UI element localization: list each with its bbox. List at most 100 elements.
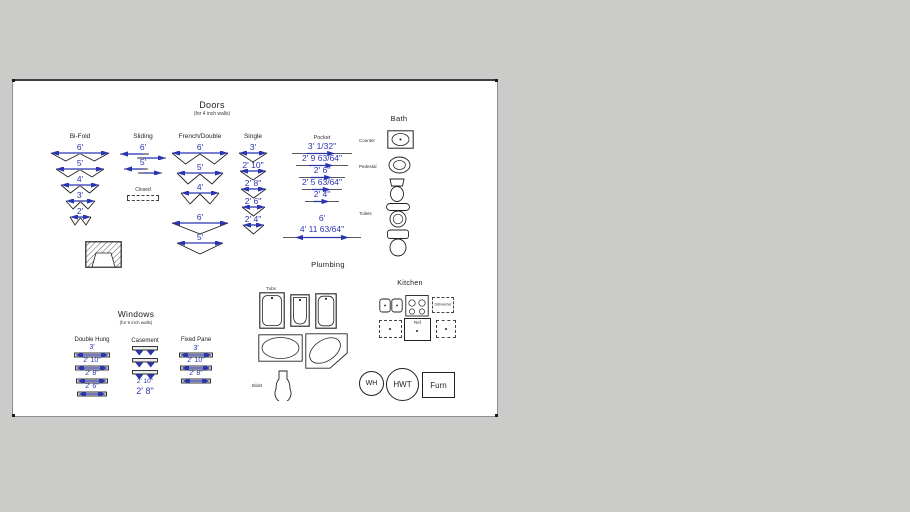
closed-door-label[interactable]: Closed — [135, 187, 151, 193]
dimension-label[interactable]: 3' — [76, 190, 84, 200]
dimension-label[interactable]: 2' 8" — [136, 386, 154, 396]
dimension-label[interactable]: 2' 5 63/64" — [301, 177, 343, 187]
bath-section-title[interactable]: Bath — [390, 114, 408, 123]
windows-section-subtitle[interactable]: (for 6 inch walls) — [119, 320, 153, 325]
fireplace-symbol[interactable] — [85, 241, 122, 273]
plumbing-section-title[interactable]: Plumbing — [311, 260, 345, 269]
tubs-label[interactable]: Tubs — [266, 286, 276, 291]
dimension-label[interactable]: 5' — [196, 162, 204, 172]
double-hung-window-symbol[interactable] — [74, 351, 110, 359]
pocket-label[interactable]: Pocket — [313, 135, 331, 141]
fixed-pane-window-symbol[interactable] — [179, 351, 213, 359]
dimension-label[interactable]: 6' — [318, 213, 326, 223]
french-double-door-symbol[interactable] — [176, 171, 224, 185]
single-door-symbol[interactable] — [239, 169, 267, 181]
dimension-label[interactable]: 3' — [249, 142, 257, 152]
range-symbol[interactable] — [405, 294, 429, 322]
wide-single-door-symbol[interactable] — [171, 221, 229, 235]
fixed-pane-label[interactable]: Fixed Pane — [180, 337, 212, 343]
doors-section-subtitle[interactable]: (for 4 inch walls) — [193, 111, 231, 117]
bathtub-symbol[interactable] — [315, 293, 337, 334]
pocket-door-symbol[interactable] — [296, 162, 348, 169]
sliding-door-symbol[interactable] — [119, 151, 167, 160]
french-double-label[interactable]: French/Double — [178, 133, 222, 140]
single-door-symbol[interactable] — [242, 223, 265, 235]
doors-section-title[interactable]: Doors — [199, 100, 225, 110]
pedestal-sink-symbol[interactable] — [388, 156, 411, 179]
toilet-symbol[interactable] — [386, 229, 410, 262]
bifold-door-symbol[interactable] — [55, 167, 105, 178]
dimension-label[interactable]: 6' — [139, 142, 147, 152]
single-label[interactable]: Single — [243, 133, 263, 140]
drawing-page[interactable]: Doors (for 4 inch walls) Bi-Fold 6' 5' 4… — [12, 79, 498, 417]
water-heater-symbol[interactable]: WH — [359, 371, 384, 396]
dishwasher-symbol[interactable]: Dishwasher — [432, 297, 454, 313]
dimension-label[interactable]: 2' 10" — [242, 160, 264, 170]
refrigerator-symbol[interactable]: Ref — [404, 318, 431, 341]
corner-tub-symbol[interactable] — [305, 333, 348, 374]
casement-window-symbol[interactable] — [132, 370, 158, 380]
dimension-label[interactable]: 4' 11 63/64" — [299, 224, 345, 234]
dimension-label[interactable]: 2' 6" — [85, 383, 99, 390]
pocket-door-symbol[interactable] — [305, 198, 339, 205]
dimension-label[interactable]: 2' 8" — [189, 370, 203, 377]
dimension-label[interactable]: 5' — [196, 232, 204, 242]
dimension-label[interactable]: 6' — [76, 142, 84, 152]
wide-single-door-symbol[interactable] — [176, 241, 224, 255]
bidet-label[interactable]: Bidet — [252, 383, 263, 388]
dimension-label[interactable]: 2' 10" — [136, 378, 154, 385]
casement-label[interactable]: Casement — [131, 338, 159, 344]
counter-sink-label[interactable]: Counter — [359, 138, 376, 143]
dimension-label[interactable]: 6' — [196, 142, 204, 152]
single-door-symbol[interactable] — [238, 151, 268, 163]
toilet-symbol[interactable] — [385, 202, 411, 234]
hot-water-tank-symbol[interactable]: HWT — [386, 368, 419, 401]
double-hung-window-symbol[interactable] — [75, 364, 109, 372]
pocket-door-symbol[interactable] — [302, 186, 342, 193]
dimension-label[interactable]: 2' 6" — [313, 165, 331, 175]
bathtub-symbol[interactable] — [259, 292, 285, 334]
dimension-label[interactable]: 3' — [89, 344, 95, 351]
bifold-door-symbol[interactable] — [69, 215, 92, 226]
bifold-label[interactable]: Bi-Fold — [69, 133, 91, 140]
dimension-label[interactable]: 3' — [193, 343, 199, 352]
dimension-label[interactable]: 2' 8" — [244, 178, 262, 188]
double-hung-window-symbol[interactable] — [76, 377, 108, 385]
pedestal-sink-label[interactable]: Pedestal — [359, 164, 377, 169]
appliance-outline-symbol[interactable] — [379, 320, 402, 338]
double-pocket-door-symbol[interactable] — [283, 233, 361, 242]
single-door-symbol[interactable] — [240, 187, 267, 199]
casement-window-symbol[interactable] — [132, 358, 158, 368]
french-double-door-symbol[interactable] — [171, 151, 229, 165]
sliding-door-symbol[interactable] — [123, 166, 163, 175]
windows-section-title[interactable]: Windows — [117, 309, 155, 319]
kitchen-sink-symbol[interactable] — [379, 297, 403, 319]
dimension-label[interactable]: 5' — [139, 157, 147, 167]
furnace-symbol[interactable]: Furn — [422, 372, 455, 398]
fixed-pane-window-symbol[interactable] — [180, 364, 212, 372]
dimension-label[interactable]: 2' 10" — [83, 357, 101, 364]
appliance-outline-symbol[interactable] — [436, 320, 456, 338]
bathtub-symbol[interactable] — [290, 294, 310, 332]
toilet-symbol[interactable] — [387, 178, 407, 208]
sliding-label[interactable]: Sliding — [133, 133, 153, 140]
single-door-symbol[interactable] — [241, 205, 266, 217]
dimension-label[interactable]: 2' — [76, 206, 84, 216]
dimension-label[interactable]: 5' — [76, 158, 84, 168]
dimension-label[interactable]: 2' 9 63/64" — [301, 153, 343, 163]
casement-window-symbol[interactable] — [132, 346, 158, 356]
pocket-door-symbol[interactable] — [292, 150, 352, 157]
closed-sliding-door-symbol[interactable] — [127, 195, 159, 201]
soaking-tub-symbol[interactable] — [258, 334, 303, 367]
dimension-label[interactable]: 2' 6" — [244, 196, 262, 206]
dimension-label[interactable]: 3' 1/32" — [307, 141, 337, 151]
dimension-label[interactable]: 6' — [196, 212, 204, 222]
dimension-label[interactable]: 2' 4" — [244, 214, 262, 224]
bifold-door-symbol[interactable] — [65, 199, 96, 210]
dimension-label[interactable]: 4' — [196, 182, 204, 192]
counter-sink-symbol[interactable] — [387, 130, 414, 154]
toilets-label[interactable]: Toilets — [359, 211, 372, 216]
kitchen-section-title[interactable]: Kitchen — [397, 280, 423, 287]
bifold-door-symbol[interactable] — [50, 151, 110, 162]
double-hung-label[interactable]: Double Hung — [74, 337, 110, 343]
